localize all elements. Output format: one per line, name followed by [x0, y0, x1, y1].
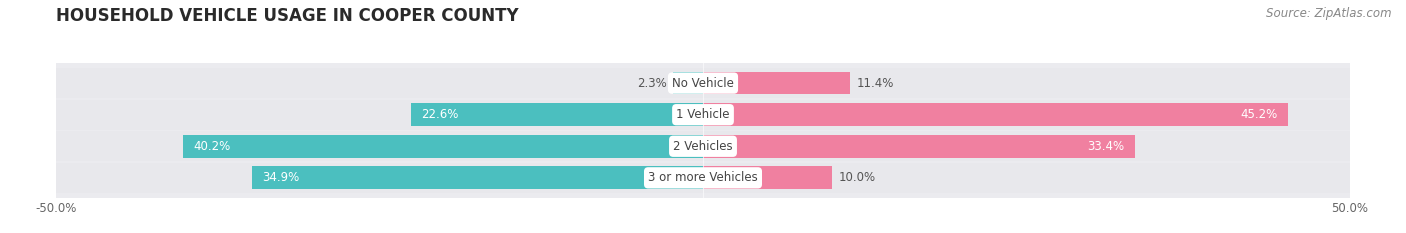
Text: 33.4%: 33.4% — [1088, 140, 1125, 153]
Text: 10.0%: 10.0% — [839, 171, 876, 184]
Bar — [703, 103, 1288, 126]
Bar — [411, 103, 703, 126]
Bar — [56, 131, 1350, 161]
Bar — [703, 166, 832, 189]
Bar — [673, 72, 703, 95]
Bar — [56, 100, 1350, 130]
Bar — [252, 166, 703, 189]
Text: 34.9%: 34.9% — [262, 171, 299, 184]
Text: 2 Vehicles: 2 Vehicles — [673, 140, 733, 153]
Text: 45.2%: 45.2% — [1240, 108, 1277, 121]
Text: Source: ZipAtlas.com: Source: ZipAtlas.com — [1267, 7, 1392, 20]
Text: 1 Vehicle: 1 Vehicle — [676, 108, 730, 121]
Text: 2.3%: 2.3% — [637, 77, 666, 90]
Bar — [56, 68, 1350, 98]
Text: 3 or more Vehicles: 3 or more Vehicles — [648, 171, 758, 184]
Bar — [703, 135, 1135, 158]
Bar — [183, 135, 703, 158]
Text: HOUSEHOLD VEHICLE USAGE IN COOPER COUNTY: HOUSEHOLD VEHICLE USAGE IN COOPER COUNTY — [56, 7, 519, 25]
Bar — [56, 163, 1350, 193]
Text: 22.6%: 22.6% — [420, 108, 458, 121]
Text: 40.2%: 40.2% — [194, 140, 231, 153]
Bar — [703, 72, 851, 95]
Text: 11.4%: 11.4% — [856, 77, 894, 90]
Text: No Vehicle: No Vehicle — [672, 77, 734, 90]
